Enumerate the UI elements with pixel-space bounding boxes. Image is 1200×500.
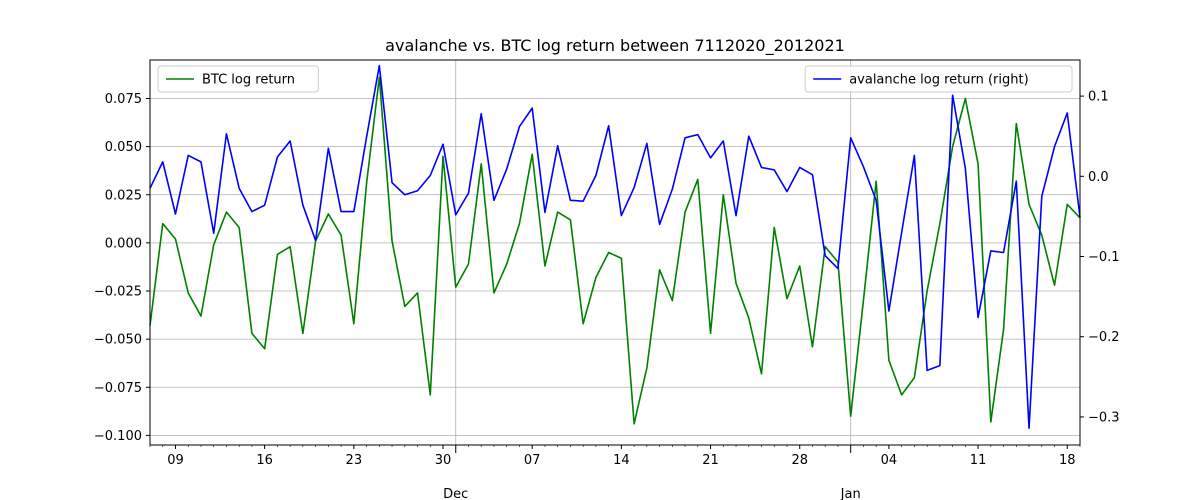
plot-frame	[149, 59, 1081, 446]
legend-box	[157, 65, 319, 93]
x-tick-label: 16	[256, 453, 273, 468]
y-tick-label: −0.100	[94, 429, 142, 444]
x-tick-label: 23	[346, 453, 363, 468]
avalanche-series-line	[149, 64, 1081, 429]
y-tick-label: 0.075	[105, 92, 142, 107]
right-y-axis: −0.3 −0.2 −0.1 0.0 0.1	[1080, 90, 1120, 425]
x-tick-label: 21	[702, 453, 719, 468]
x-major-tick-label: Dec	[443, 487, 468, 500]
legend-btc: BTC log return	[157, 65, 319, 93]
x-tick-label: 18	[1059, 453, 1076, 468]
x-tick-label: 28	[791, 453, 808, 468]
x-tick-label: 30	[435, 453, 452, 468]
legend-avalanche: avalanche log return (right)	[804, 65, 1073, 93]
y-tick-label: −0.025	[94, 285, 142, 300]
y-right-tick-label: 0.0	[1088, 170, 1109, 185]
x-major-tick-label: Jan	[840, 487, 861, 500]
chart-title: avalanche vs. BTC log return between 711…	[385, 36, 845, 56]
y-tick-label: 0.025	[105, 188, 142, 203]
legend-box	[804, 65, 1073, 93]
grid-layer	[150, 60, 1080, 445]
left-y-axis: −0.100 −0.075 −0.050 −0.025 0.000 0.025 0.050 0…	[94, 92, 150, 444]
x-tick-label: 14	[613, 453, 630, 468]
y-right-tick-label: 0.1	[1088, 90, 1109, 105]
btc-series-line	[149, 76, 1081, 425]
x-tick-label: 09	[167, 453, 184, 468]
y-tick-label: −0.050	[94, 333, 142, 348]
y-tick-label: −0.075	[94, 381, 142, 396]
x-tick-label: 04	[881, 453, 898, 468]
x-axis: 09 16 23 30 Dec 07 14 21 28 Jan 04 11 18	[149, 445, 1081, 500]
y-right-tick-label: −0.2	[1088, 330, 1120, 345]
x-tick-label: 07	[524, 453, 541, 468]
y-right-tick-label: −0.3	[1088, 410, 1120, 425]
series-layer	[149, 64, 1081, 429]
legend-label: BTC log return	[202, 73, 295, 88]
y-tick-label: 0.000	[105, 236, 142, 251]
legend-label: avalanche log return (right)	[849, 73, 1028, 88]
x-tick-label: 11	[970, 453, 987, 468]
y-tick-label: 0.050	[105, 140, 142, 155]
y-right-tick-label: −0.1	[1088, 250, 1120, 265]
